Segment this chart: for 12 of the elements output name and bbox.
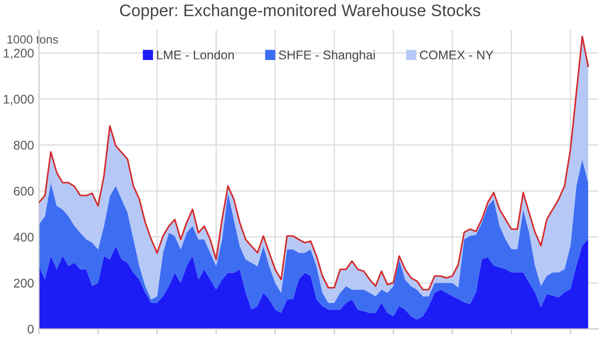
- legend-label: LME - London: [157, 50, 234, 60]
- y-tick-label: 0: [28, 324, 34, 334]
- y-tick-label: 400: [14, 232, 34, 242]
- y-tick-label: 1,200: [4, 48, 34, 60]
- chart-title: Copper: Exchange-monitored Warehouse Stocks: [120, 4, 480, 20]
- y-axis-title: 1000 tons: [7, 35, 58, 44]
- y-tick-label: 1,000: [4, 94, 34, 106]
- legend-label: COMEX - NY: [420, 50, 494, 60]
- y-tick-label: 200: [14, 278, 34, 288]
- y-tick-label: 800: [14, 140, 34, 150]
- legend-label: SHFE - Shanghai: [278, 50, 375, 62]
- y-tick-label: 600: [14, 186, 34, 196]
